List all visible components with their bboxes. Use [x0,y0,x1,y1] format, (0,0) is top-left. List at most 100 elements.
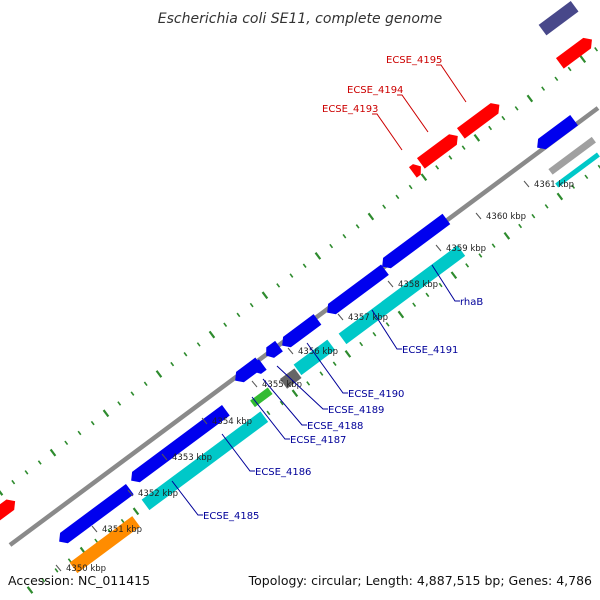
outer-track-dash [382,204,387,209]
inner-track-dash [503,231,511,240]
outer-track-dash [24,470,29,475]
outer-track-dash [342,233,347,239]
outer-track-dash [554,76,559,82]
outer-track-dash [49,448,57,457]
scale-tick [387,280,394,288]
inner-track-dash [544,204,549,209]
cds-forward-4194 [416,134,458,169]
inner-track-dash [132,507,140,516]
scale-tick-label: 4360 kbp [486,212,526,222]
inner-track-dash [41,577,46,583]
cds-reverse-4190 [282,314,322,348]
inner-track-dash [397,310,405,319]
scale-tick [435,244,442,252]
inner-track-dash [266,410,271,416]
inner-track-dash [571,184,576,189]
outer-track-dash [102,409,110,418]
outer-track-dash [155,370,163,378]
scale-tick-label: 4350 kbp [66,564,106,574]
scale-tick [201,417,208,425]
inner-track-dash [425,292,430,298]
outer-track-dash [130,391,135,396]
gene-label-ecse-4194-leader [397,94,429,133]
inner-track-dash [279,400,284,406]
gene-label-ecse-4191-leader [371,309,402,350]
cds-forward-left [0,499,16,521]
scale-tick-label: 4351 kbp [102,525,142,535]
inner-track-dash [465,263,470,268]
inner-track-dash [450,271,458,280]
gene-label-ecse-4186: ECSE_4186 [255,467,311,478]
inner-track-dash [359,341,364,347]
cds-reverse-4191 [327,264,389,315]
outer-track-dash [117,401,122,406]
gene-label-ecse-4195-leader [436,64,467,103]
inner-track-dash [306,381,311,386]
cds-forward-right [555,37,592,69]
inner-track-dash [556,192,564,201]
genome-summary-text: Topology: circular; Length: 4,887,515 bp… [248,573,592,588]
scale-tick-label: 4359 kbp [446,244,486,254]
scale-tick [287,347,294,355]
scale-tick [251,380,258,388]
inner-track-dash [26,586,34,594]
inner-track-dash [584,174,589,180]
outer-track-dash [143,381,148,387]
gene-label-ecse-4189-leader [276,365,328,410]
feature-track [0,1,600,574]
feature-orange [69,516,140,574]
cds-forward-small [408,164,421,178]
inner-track-dash [412,302,417,307]
inner-track-dash [319,371,324,376]
scale-tick [523,180,530,188]
outer-track-dash [0,490,4,496]
feature-silver-right [548,136,596,175]
outer-track-dash [329,243,334,249]
inner-track-dash [67,558,72,563]
feature-purple-right [538,1,579,36]
outer-track-dash [236,312,241,318]
inner-track-dash [372,331,377,337]
scale-tick [475,212,482,220]
gene-label-rhab: rhaB [460,297,483,308]
gene-label-ecse-4185-leader [171,480,203,516]
inner-track-dash [518,223,523,229]
gene-label-ecse-4190-leader [306,342,348,394]
scale-tick-label: 4354 kbp [212,417,252,427]
outer-track-dash [196,342,201,347]
inner-track-dash [344,350,352,358]
cds-reverse-rhaB [382,213,451,269]
scale-tick-label: 4352 kbp [138,489,178,499]
gene-label-ecse-4194: ECSE_4194 [347,85,403,96]
gene-label-ecse-4191: ECSE_4191 [402,345,458,356]
gene-label-ecse-4185: ECSE_4185 [203,511,259,522]
outer-track-dash [11,479,16,485]
scale-tick-label: 4361 kbp [534,180,574,190]
gene-label-ecse-4188: ECSE_4188 [307,421,363,432]
outer-track-dash [408,184,413,190]
inner-track-dash [94,538,99,544]
outer-track-dash [183,352,188,357]
outer-track-dash [37,460,42,465]
feature-cyan-upper [338,245,466,345]
cds-forward-4195 [456,103,500,139]
outer-track-dash [514,106,519,111]
gene-label-ecse-4187: ECSE_4187 [290,435,346,446]
scale-tick-label: 4356 kbp [298,347,338,357]
inner-track-dash [491,243,496,248]
outer-track-dash [276,283,281,288]
gene-label-ecse-4187-leader [251,396,290,440]
outer-track-dash [461,145,466,150]
feature-green [250,387,273,408]
inner-track-dash [120,518,125,524]
inner-track-dash [438,282,443,288]
gene-label-rhab-leader [431,264,460,302]
gene-label-ecse-4190: ECSE_4190 [348,389,404,400]
feature-cyan-long [141,411,269,511]
outer-track-dash [261,291,269,300]
outer-track-dash [170,361,175,367]
outer-track-dash [395,194,400,200]
outer-track-dash [594,47,599,52]
outer-track-dash [302,263,307,268]
